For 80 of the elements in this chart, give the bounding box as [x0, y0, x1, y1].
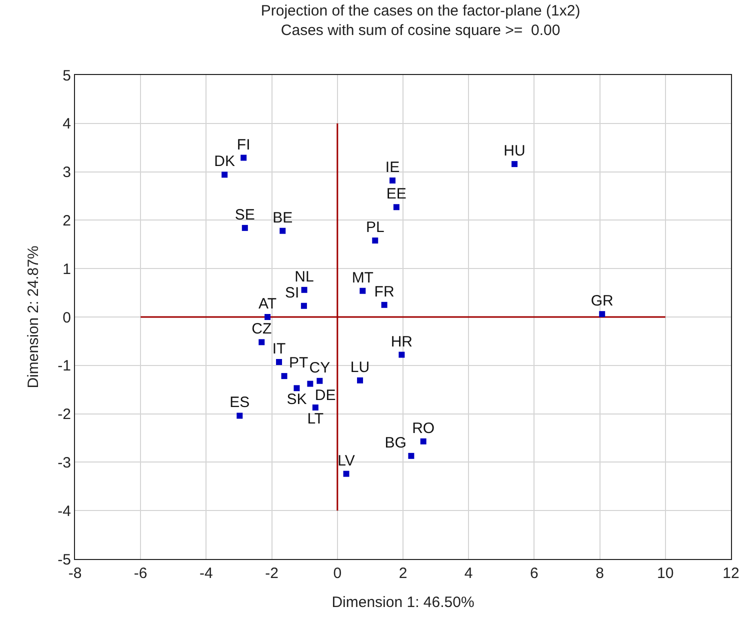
data-label: PT — [289, 354, 308, 372]
x-tick-label: 6 — [530, 565, 538, 582]
x-tick-label: 2 — [398, 565, 408, 582]
point — [599, 311, 606, 318]
point — [408, 452, 414, 459]
point — [294, 385, 300, 392]
point — [312, 404, 318, 411]
data-label: SE — [234, 206, 255, 224]
y-tick-label: 3 — [62, 164, 71, 182]
x-tick-label: -2 — [265, 565, 278, 582]
data-label: CZ — [252, 320, 272, 338]
point — [307, 380, 314, 387]
point — [512, 161, 518, 168]
data-label: BG — [384, 434, 406, 452]
point — [381, 302, 388, 308]
data-label: MT — [352, 269, 374, 286]
x-tick-label: 10 — [657, 565, 674, 582]
data-label: SI — [285, 284, 300, 302]
x-tick-label: 8 — [596, 565, 604, 582]
y-tick-label: 1 — [62, 260, 71, 278]
data-label: IT — [272, 340, 286, 358]
data-label: BE — [272, 209, 293, 226]
x-tick-label: 0 — [333, 565, 342, 582]
data-label: DE — [314, 386, 336, 404]
x-tick-label: -8 — [68, 565, 82, 582]
y-tick-label: 2 — [62, 212, 71, 230]
point — [258, 339, 265, 346]
point — [398, 352, 405, 358]
point — [300, 302, 307, 309]
data-label: FR — [374, 283, 394, 300]
y-tick-label: 0 — [62, 309, 71, 326]
data-label: EE — [386, 186, 406, 203]
data-label: HR — [390, 333, 413, 350]
x-tick-label: -4 — [200, 565, 213, 582]
point — [393, 204, 400, 210]
point — [372, 238, 378, 244]
y-tick-label: -3 — [58, 454, 71, 472]
data-label: LT — [307, 410, 324, 428]
data-label: LV — [338, 452, 355, 470]
point — [240, 154, 247, 161]
chart-title: Projection of the cases on the factor-plane (1x2) — [260, 2, 580, 20]
x-tick-label: -6 — [134, 565, 148, 582]
data-label: PL — [366, 219, 384, 236]
data-label: CY — [309, 359, 330, 376]
y-tick-label: -5 — [58, 551, 71, 568]
y-axis-title: Dimension 2: 24.87% — [24, 246, 42, 388]
chart-subtitle: Cases with sum of cosine square >= 0.00 — [280, 22, 560, 40]
point — [280, 228, 286, 234]
data-label: LU — [350, 358, 370, 376]
point — [264, 314, 271, 320]
data-label: NL — [294, 268, 314, 286]
point — [316, 378, 323, 384]
x-tick-label: 4 — [464, 565, 473, 582]
point — [343, 470, 350, 477]
point — [242, 224, 248, 231]
y-tick-label: -2 — [58, 406, 71, 424]
point — [236, 412, 243, 419]
data-label: AT — [258, 296, 277, 312]
point — [301, 286, 308, 293]
point — [420, 438, 426, 444]
data-label: FI — [236, 136, 250, 154]
data-label: GR — [590, 292, 614, 310]
data-label: DK — [214, 153, 235, 170]
point — [281, 373, 288, 380]
data-label: RO — [412, 420, 435, 437]
y-tick-label: -1 — [58, 358, 71, 375]
y-tick-label: -4 — [58, 502, 71, 520]
x-tick-label: 12 — [722, 565, 740, 582]
point — [360, 288, 366, 294]
point — [357, 377, 364, 384]
data-label: HU — [504, 142, 526, 160]
data-label: SK — [286, 391, 307, 408]
data-label: IE — [385, 159, 400, 176]
x-axis-title: Dimension 1: 46.50% — [332, 594, 474, 611]
point — [390, 178, 396, 184]
data-label: ES — [230, 394, 250, 412]
point — [222, 172, 228, 178]
y-tick-label: 5 — [62, 67, 71, 84]
point — [276, 359, 282, 366]
y-tick-label: 4 — [62, 116, 71, 133]
